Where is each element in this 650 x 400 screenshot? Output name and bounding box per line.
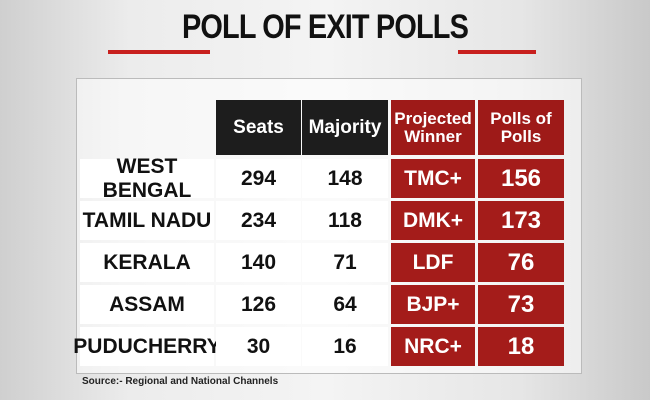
table-cell: NRC+ — [391, 327, 475, 366]
row-label: TAMIL NADU — [80, 201, 214, 240]
table-cell: 76 — [478, 243, 564, 282]
row-label: PUDUCHERRY — [73, 327, 221, 366]
column-header: Majority — [302, 100, 388, 155]
title: POLL OF EXIT POLLS — [181, 8, 469, 46]
table-cell: LDF — [391, 243, 475, 282]
decor-line — [108, 50, 210, 54]
row-label: WEST BENGAL — [80, 155, 214, 202]
table-cell: BJP+ — [391, 285, 475, 324]
table-cell: 18 — [478, 327, 564, 366]
column-header: Projected Winner — [391, 100, 475, 155]
table-cell: 64 — [302, 285, 388, 324]
table-cell: 234 — [216, 201, 301, 240]
decor-line — [458, 50, 536, 54]
table-cell: 126 — [216, 285, 301, 324]
table-cell: 71 — [302, 243, 388, 282]
table-cell: 294 — [216, 159, 301, 198]
table-cell: 73 — [478, 285, 564, 324]
source: Source:- Regional and National Channels — [82, 376, 279, 387]
table-cell: 148 — [302, 159, 388, 198]
table-cell: DMK+ — [391, 201, 475, 240]
table-cell: 30 — [216, 327, 301, 366]
table-cell: 140 — [216, 243, 301, 282]
table-cell: TMC+ — [391, 159, 475, 198]
column-header: Seats — [216, 100, 301, 155]
table-cell: 16 — [302, 327, 388, 366]
row-label: KERALA — [80, 243, 214, 282]
table-cell: 118 — [302, 201, 388, 240]
table-cell: 156 — [478, 159, 564, 198]
table-cell: 173 — [478, 201, 564, 240]
row-label: ASSAM — [80, 285, 214, 324]
column-header: Polls of Polls — [478, 100, 564, 155]
